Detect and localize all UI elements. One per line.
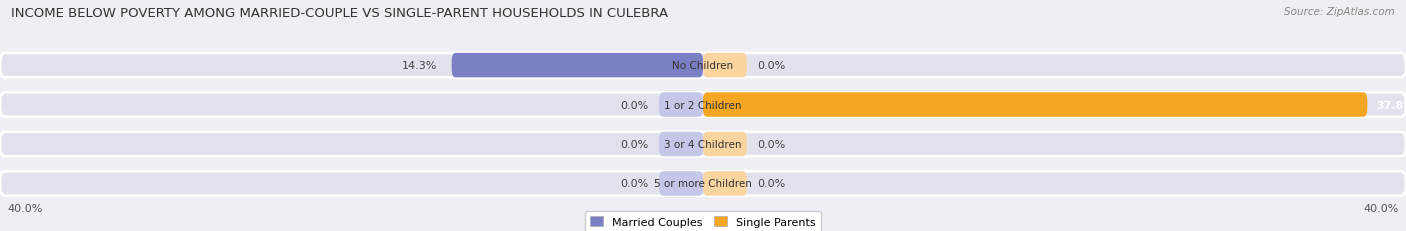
Text: 5 or more Children: 5 or more Children xyxy=(654,179,752,189)
Text: 3 or 4 Children: 3 or 4 Children xyxy=(664,139,742,149)
Text: Source: ZipAtlas.com: Source: ZipAtlas.com xyxy=(1284,7,1395,17)
FancyBboxPatch shape xyxy=(703,93,1367,117)
Text: 1 or 2 Children: 1 or 2 Children xyxy=(664,100,742,110)
FancyBboxPatch shape xyxy=(659,171,703,196)
Text: 0.0%: 0.0% xyxy=(758,179,786,189)
FancyBboxPatch shape xyxy=(703,171,747,196)
FancyBboxPatch shape xyxy=(0,171,1406,196)
Text: 0.0%: 0.0% xyxy=(758,61,786,71)
Text: 40.0%: 40.0% xyxy=(7,203,42,213)
Text: 40.0%: 40.0% xyxy=(1364,203,1399,213)
FancyBboxPatch shape xyxy=(451,54,703,78)
Text: 14.3%: 14.3% xyxy=(402,61,437,71)
Text: 0.0%: 0.0% xyxy=(758,139,786,149)
Text: 37.8%: 37.8% xyxy=(1376,100,1406,110)
Text: INCOME BELOW POVERTY AMONG MARRIED-COUPLE VS SINGLE-PARENT HOUSEHOLDS IN CULEBRA: INCOME BELOW POVERTY AMONG MARRIED-COUPL… xyxy=(11,7,668,20)
FancyBboxPatch shape xyxy=(0,132,1406,157)
Legend: Married Couples, Single Parents: Married Couples, Single Parents xyxy=(585,211,821,231)
FancyBboxPatch shape xyxy=(0,93,1406,117)
Text: 0.0%: 0.0% xyxy=(620,139,648,149)
FancyBboxPatch shape xyxy=(0,54,1406,78)
FancyBboxPatch shape xyxy=(659,93,703,117)
FancyBboxPatch shape xyxy=(659,132,703,157)
FancyBboxPatch shape xyxy=(703,132,747,157)
Text: 0.0%: 0.0% xyxy=(620,100,648,110)
FancyBboxPatch shape xyxy=(703,54,747,78)
Text: 0.0%: 0.0% xyxy=(620,179,648,189)
Text: No Children: No Children xyxy=(672,61,734,71)
